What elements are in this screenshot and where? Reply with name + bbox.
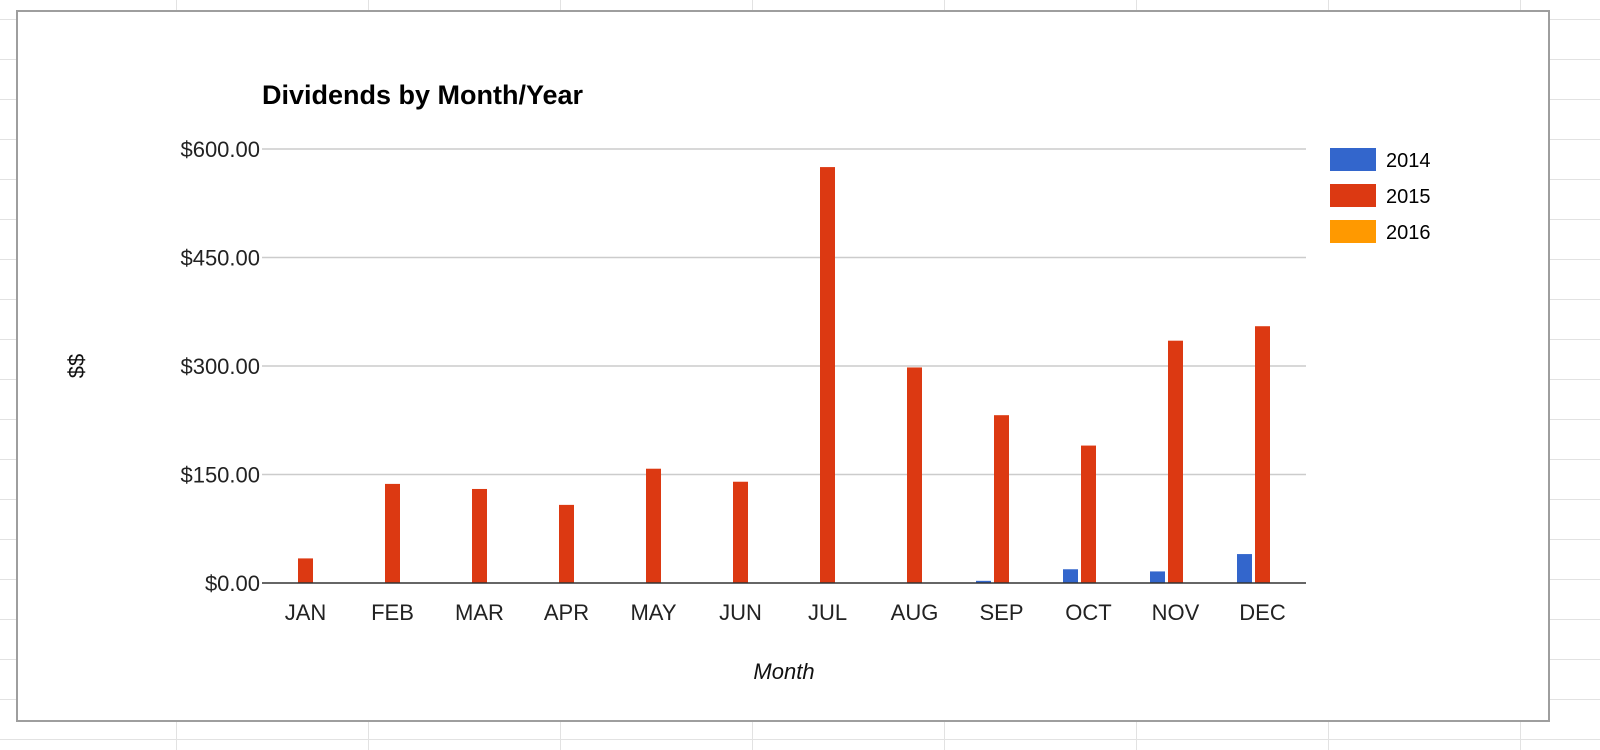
bar-2015-oct[interactable]	[1081, 445, 1096, 583]
y-tick-label: $300.00	[180, 354, 260, 379]
legend-label-2014[interactable]: 2014	[1386, 150, 1431, 172]
gridlines	[262, 148, 1306, 476]
x-tick-label: AUG	[891, 600, 939, 625]
chart-title: Dividends by Month/Year	[262, 80, 584, 110]
x-tick-label: DEC	[1239, 600, 1286, 625]
bar-2015-sep[interactable]	[994, 415, 1009, 583]
y-tick-label: $450.00	[180, 246, 260, 271]
x-axis-ticks: JAN FEB MAR APR MAY JUN JUL AUG SEP OCT NOV DEC	[285, 600, 1286, 625]
x-tick-label: JUN	[719, 600, 762, 625]
bar-2015-apr[interactable]	[559, 504, 574, 583]
x-tick-label: OCT	[1065, 600, 1111, 625]
x-tick-label: SEP	[979, 600, 1023, 625]
bar-2015-jan[interactable]	[298, 558, 313, 583]
bar-2015-dec[interactable]	[1255, 326, 1270, 583]
bar-2015-aug[interactable]	[907, 367, 922, 583]
legend-swatch-2015[interactable]	[1330, 184, 1376, 207]
x-tick-label: MAR	[455, 600, 504, 625]
y-axis-title: $$	[64, 354, 89, 378]
y-axis-ticks: $0.00 $150.00 $300.00 $450.00 $600.00	[180, 137, 260, 596]
x-tick-label: JUL	[808, 600, 847, 625]
x-tick-label: FEB	[371, 600, 414, 625]
y-tick-label: $600.00	[180, 137, 260, 162]
x-tick-label: JAN	[285, 600, 327, 625]
y-tick-label: $150.00	[180, 463, 260, 488]
x-axis-title: Month	[753, 659, 814, 684]
bars	[298, 167, 1270, 584]
x-tick-label: MAY	[630, 600, 676, 625]
bar-2014-oct[interactable]	[1063, 569, 1078, 583]
bar-2015-jun[interactable]	[733, 481, 748, 583]
x-tick-label: APR	[544, 600, 589, 625]
bar-2015-feb[interactable]	[385, 483, 400, 583]
bar-2014-dec[interactable]	[1237, 554, 1252, 583]
bar-2015-mar[interactable]	[472, 488, 487, 583]
y-tick-label: $0.00	[205, 571, 260, 596]
bar-2015-jul[interactable]	[820, 167, 835, 584]
legend-label-2015[interactable]: 2015	[1386, 186, 1431, 208]
bar-2014-nov[interactable]	[1150, 571, 1165, 583]
bar-2015-nov[interactable]	[1168, 340, 1183, 583]
legend-label-2016[interactable]: 2016	[1386, 222, 1431, 244]
legend-swatch-2014[interactable]	[1330, 148, 1376, 171]
x-tick-label: NOV	[1152, 600, 1200, 625]
legend[interactable]: 2014 2015 2016	[1330, 148, 1431, 244]
bar-2014-sep[interactable]	[976, 580, 991, 583]
legend-swatch-2016[interactable]	[1330, 220, 1376, 243]
bar-2015-may[interactable]	[646, 468, 661, 583]
